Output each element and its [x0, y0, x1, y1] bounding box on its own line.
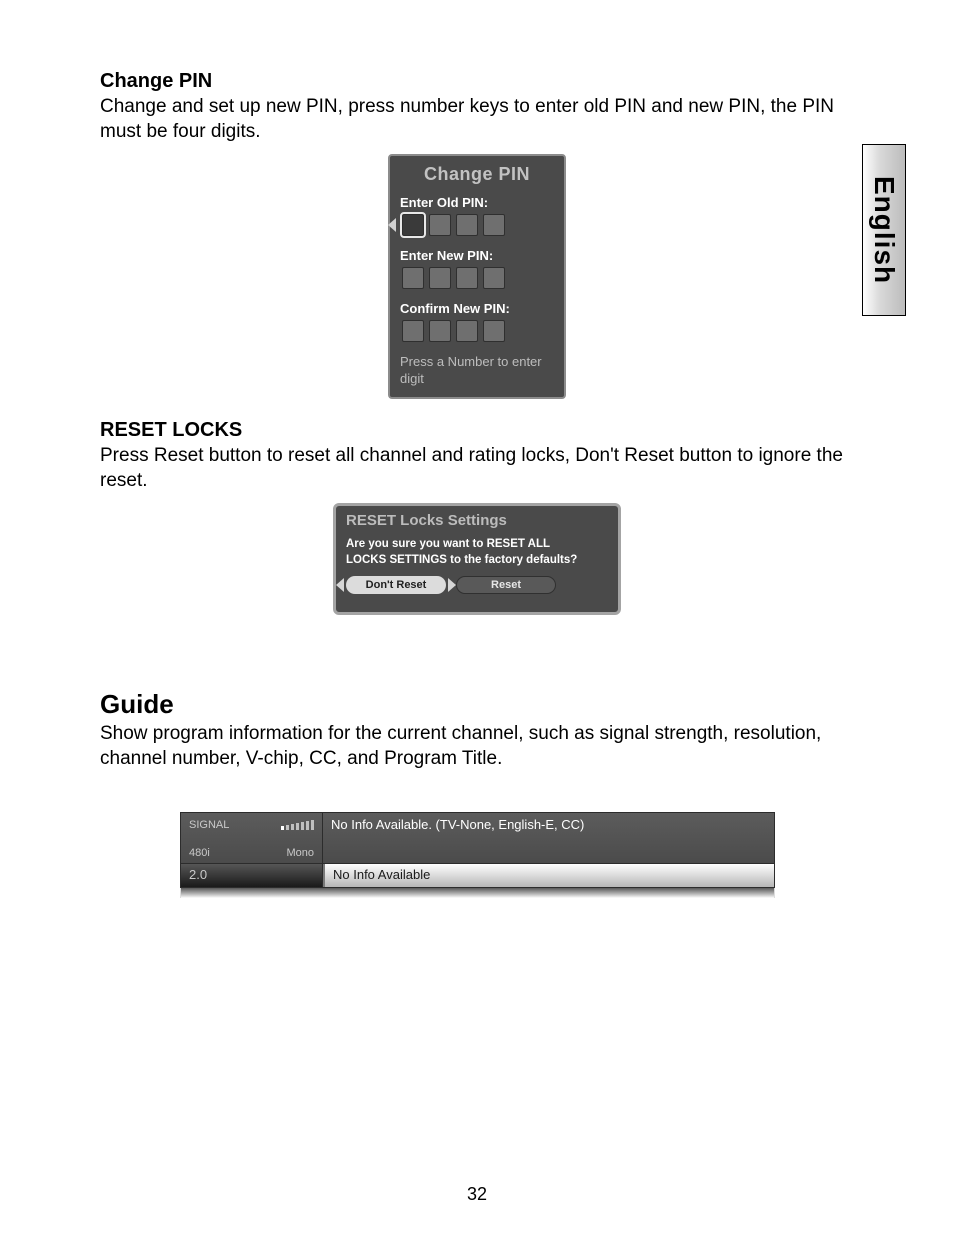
reset-locks-heading: RESET LOCKS [100, 419, 854, 442]
confirm-pin-label: Confirm New PIN: [400, 301, 554, 316]
new-pin-digit-3[interactable] [456, 267, 478, 289]
change-pin-heading: Change PIN [100, 70, 854, 93]
old-pin-digit-4[interactable] [483, 214, 505, 236]
reset-locks-body: Press Reset button to reset all channel … [100, 444, 854, 493]
old-pin-row [400, 214, 554, 236]
reset-dialog-title: RESET Locks Settings [346, 512, 608, 529]
guide-body: Show program information for the current… [100, 722, 854, 771]
reset-buttons-row: Don't Reset Reset [346, 576, 608, 594]
confirm-pin-digit-3[interactable] [456, 320, 478, 342]
old-pin-digit-2[interactable] [429, 214, 451, 236]
guide-heading: Guide [100, 689, 854, 720]
guide-top-row: SIGNAL 480i Mono No Info Av [180, 812, 775, 864]
change-pin-body: Change and set up new PIN, press number … [100, 95, 854, 144]
dont-reset-label: Don't Reset [366, 579, 427, 591]
reset-dialog-question: Are you sure you want to RESET ALL LOCKS… [346, 537, 608, 568]
reset-label: Reset [491, 579, 521, 591]
reset-locks-dialog: RESET Locks Settings Are you sure you wa… [333, 503, 621, 615]
pin-hint: Press a Number to enter digit [400, 354, 554, 387]
old-pin-digit-1[interactable] [402, 214, 424, 236]
language-tab: English [862, 144, 906, 316]
confirm-pin-digit-4[interactable] [483, 320, 505, 342]
channel-info: No Info Available [323, 864, 774, 887]
arrow-left-icon [336, 578, 344, 592]
language-tab-label: English [868, 176, 900, 284]
reset-q-line1: Are you sure you want to RESET ALL [346, 538, 550, 550]
change-pin-dialog: Change PIN Enter Old PIN: Enter New PIN:… [388, 154, 566, 399]
page-number: 32 [0, 1184, 954, 1205]
guide-info-bar: SIGNAL 480i Mono No Info Av [180, 812, 775, 898]
confirm-pin-digit-2[interactable] [429, 320, 451, 342]
new-pin-label: Enter New PIN: [400, 248, 554, 263]
arrow-right-icon [448, 578, 456, 592]
dont-reset-button[interactable]: Don't Reset [346, 576, 446, 594]
new-pin-digit-1[interactable] [402, 267, 424, 289]
audio-value: Mono [286, 847, 314, 859]
guide-status-pane: SIGNAL 480i Mono [181, 813, 323, 863]
old-pin-digit-3[interactable] [456, 214, 478, 236]
signal-label: SIGNAL [189, 819, 229, 831]
arrow-left-icon [388, 218, 396, 232]
signal-bars-icon [281, 820, 314, 830]
new-pin-row [400, 267, 554, 289]
guide-channel-row: 2.0 No Info Available [180, 864, 775, 888]
channel-number: 2.0 [181, 864, 323, 887]
new-pin-digit-4[interactable] [483, 267, 505, 289]
confirm-pin-row [400, 320, 554, 342]
reset-button[interactable]: Reset [456, 576, 556, 594]
new-pin-digit-2[interactable] [429, 267, 451, 289]
confirm-pin-digit-1[interactable] [402, 320, 424, 342]
guide-shadow [180, 888, 775, 898]
change-pin-dialog-title: Change PIN [400, 164, 554, 185]
guide-top-info: No Info Available. (TV-None, English-E, … [323, 813, 774, 863]
reset-q-line2: LOCKS SETTINGS to the factory defaults? [346, 554, 577, 566]
resolution-value: 480i [189, 847, 210, 859]
old-pin-label: Enter Old PIN: [400, 195, 554, 210]
